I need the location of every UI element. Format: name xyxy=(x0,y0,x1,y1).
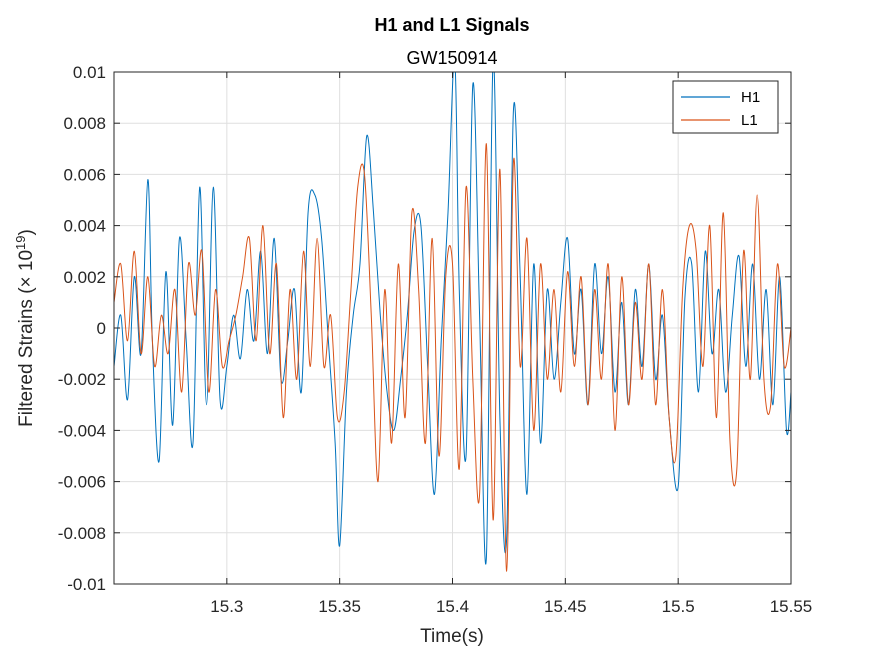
chart-title: H1 and L1 Signals xyxy=(374,15,529,35)
legend: H1 L1 xyxy=(672,80,779,134)
series-line-l1 xyxy=(114,143,791,572)
y-tick-label: 0.004 xyxy=(63,217,106,236)
y-axis-label-text: Filtered Strains (× 10 xyxy=(16,250,37,427)
y-tick-label: -0.002 xyxy=(58,370,106,389)
y-axis-label: Filtered Strains (× 1019) xyxy=(13,229,37,427)
chart-subtitle: GW150914 xyxy=(406,48,497,68)
y-tick-label: 0.008 xyxy=(63,114,106,133)
axis-ticks xyxy=(114,71,792,585)
y-tick-label: -0.008 xyxy=(58,524,106,543)
x-tick-label: 15.55 xyxy=(770,597,813,616)
legend-h1-label: H1 xyxy=(741,89,760,106)
x-tick-label: 15.4 xyxy=(436,597,469,616)
y-tick-label: 0.01 xyxy=(73,63,106,82)
x-tick-label: 15.35 xyxy=(318,597,361,616)
y-axis-label-exponent: 19 xyxy=(13,235,28,249)
legend-l1-label: L1 xyxy=(741,112,758,129)
legend-box xyxy=(672,80,779,134)
y-axis-label-close: ) xyxy=(16,229,37,235)
y-tick-label: 0.002 xyxy=(63,268,106,287)
x-tick-labels: 15.3 15.35 15.4 15.45 15.5 15.55 xyxy=(210,597,812,616)
x-axis-label: Time(s) xyxy=(420,626,484,647)
y-tick-label: 0.006 xyxy=(63,165,106,184)
y-tick-label: -0.004 xyxy=(58,421,106,440)
x-tick-label: 15.5 xyxy=(662,597,695,616)
series-layer xyxy=(114,72,791,572)
x-tick-label: 15.3 xyxy=(210,597,243,616)
x-tick-label: 15.45 xyxy=(544,597,587,616)
y-tick-label: 0 xyxy=(97,319,106,338)
y-tick-labels: -0.01 -0.008 -0.006 -0.004 -0.002 0 0.002 0.004… xyxy=(58,63,106,594)
y-tick-label: -0.006 xyxy=(58,473,106,492)
y-tick-label: -0.01 xyxy=(67,575,106,594)
